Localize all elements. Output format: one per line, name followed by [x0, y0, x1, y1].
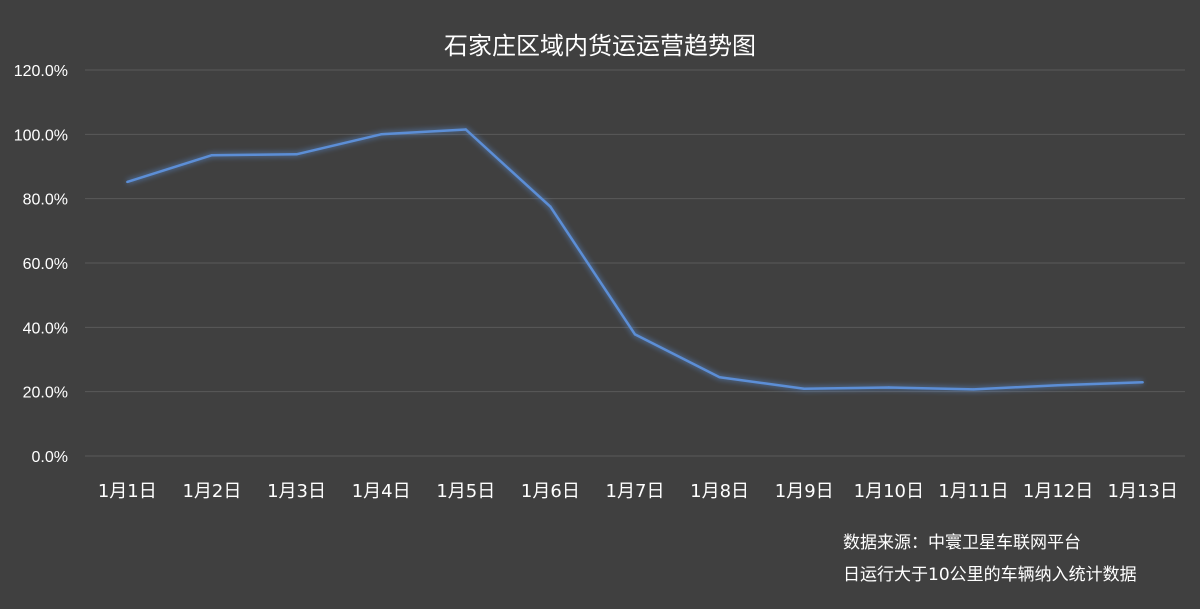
- x-tick-label: 1月12日: [1023, 481, 1093, 502]
- data-point: [1141, 381, 1144, 384]
- data-point: [549, 205, 552, 208]
- x-tick-label: 1月10日: [854, 481, 924, 502]
- y-tick-label: 20.0%: [23, 385, 68, 402]
- y-tick-label: 120.0%: [14, 63, 68, 80]
- x-tick-label: 1月2日: [182, 481, 241, 502]
- data-point: [803, 387, 806, 390]
- data-source-note: 数据来源：中寰卫星车联网平台: [843, 533, 1081, 553]
- y-tick-label: 0.0%: [32, 449, 68, 466]
- x-tick-label: 1月13日: [1108, 481, 1178, 502]
- y-tick-label: 60.0%: [23, 256, 68, 273]
- data-point: [718, 375, 721, 379]
- data-point: [633, 333, 637, 336]
- x-tick-label: 1月6日: [521, 481, 580, 502]
- data-point: [1056, 384, 1060, 387]
- x-tick-label: 1月11日: [938, 481, 1008, 502]
- data-point: [210, 154, 214, 157]
- data-point: [295, 153, 298, 156]
- x-axis-ticks: 1月1日 1月2日 1月3日 1月4日 1月5日 1月6日 1月7日 1月8日 1月9日 1月10…: [98, 481, 1178, 502]
- series-layer: [126, 128, 1144, 391]
- x-tick-label: 1月3日: [267, 481, 326, 502]
- y-tick-label: 40.0%: [23, 320, 68, 337]
- series-line: [126, 128, 1143, 391]
- data-point: [126, 180, 129, 184]
- x-tick-label: 1月1日: [98, 481, 157, 502]
- y-tick-label: 80.0%: [23, 192, 68, 209]
- x-tick-label: 1月8日: [690, 481, 749, 502]
- data-point: [972, 388, 975, 391]
- data-criteria-note: 日运行大于10公里的车辆纳入统计数据: [843, 565, 1137, 585]
- data-point: [379, 133, 383, 136]
- data-point: [464, 128, 467, 131]
- y-axis-ticks: 0.0% 20.0% 40.0% 60.0% 80.0% 100.0% 120.0%: [14, 63, 68, 466]
- gridlines: [85, 69, 1185, 457]
- x-tick-label: 1月7日: [606, 481, 665, 502]
- x-tick-label: 1月4日: [352, 481, 411, 502]
- x-tick-label: 1月5日: [436, 481, 495, 502]
- x-tick-label: 1月9日: [775, 481, 834, 502]
- chart-title: 石家庄区域内货运运营趋势图: [444, 32, 756, 60]
- y-tick-label: 100.0%: [14, 127, 68, 144]
- data-point: [887, 386, 891, 389]
